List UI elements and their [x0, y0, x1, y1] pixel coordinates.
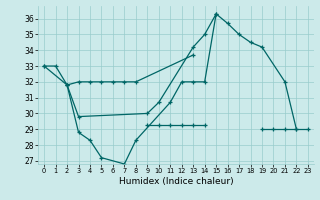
X-axis label: Humidex (Indice chaleur): Humidex (Indice chaleur): [119, 177, 233, 186]
